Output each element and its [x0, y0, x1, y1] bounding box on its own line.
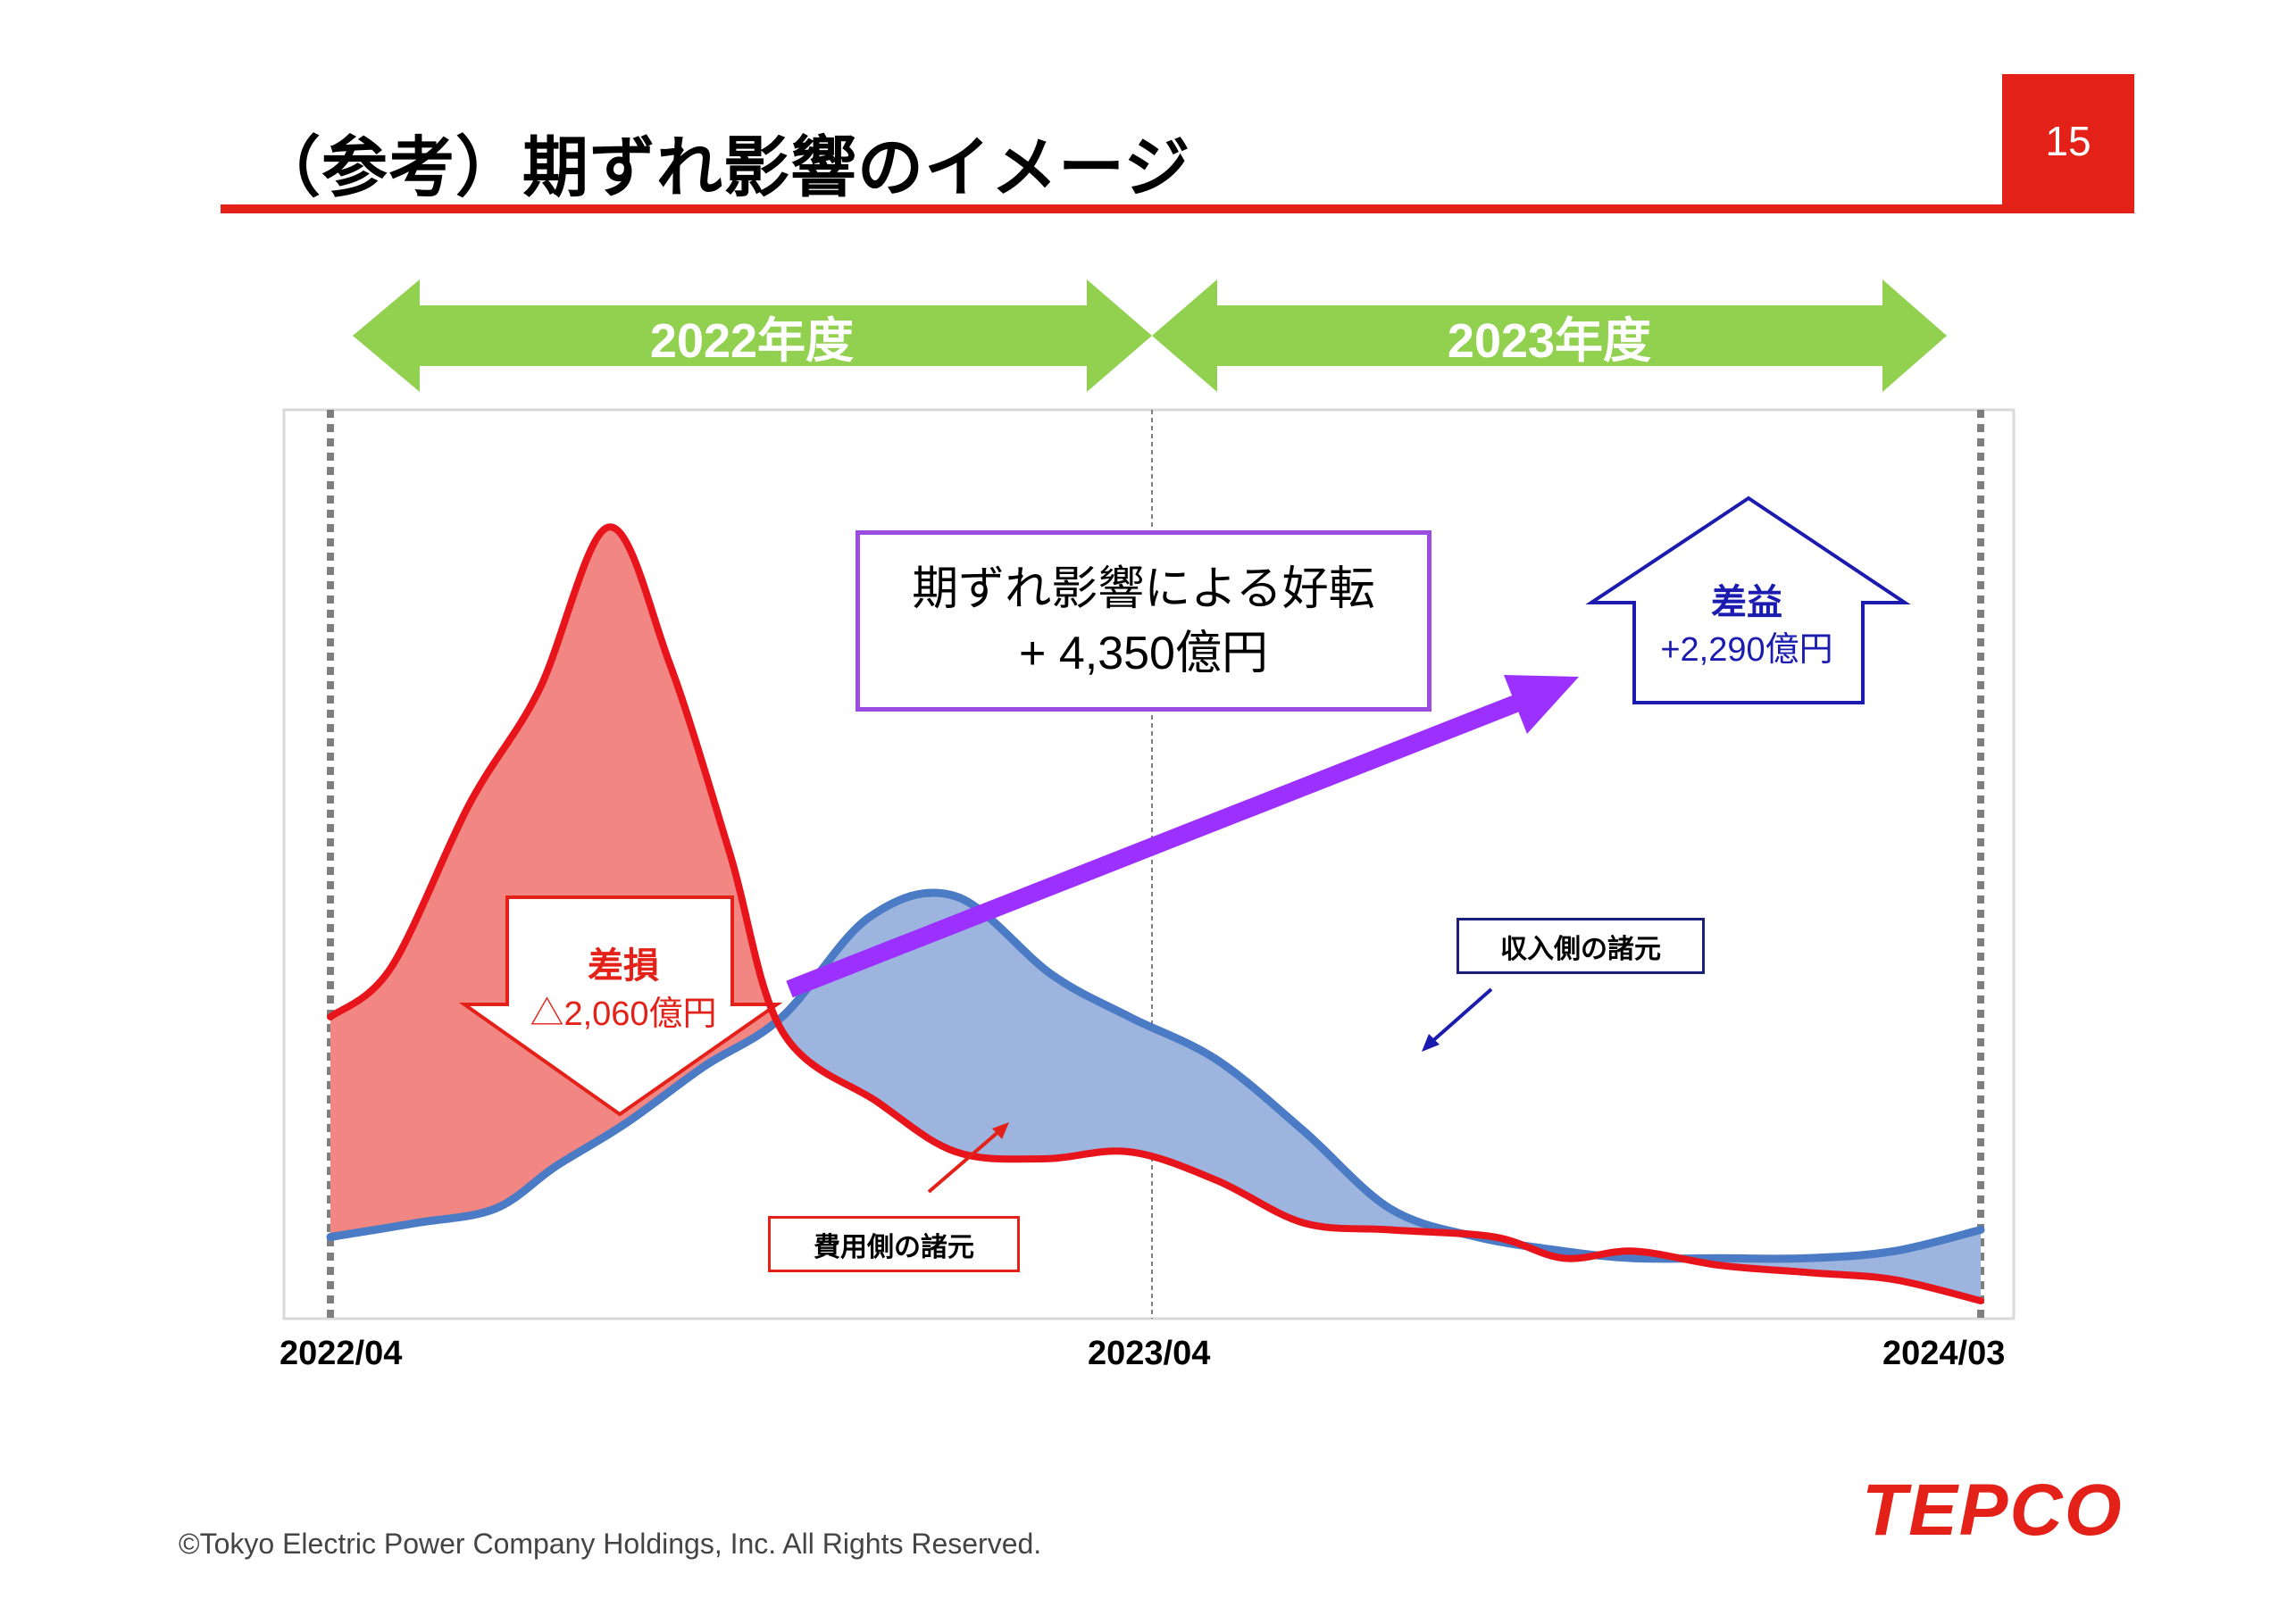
x-tick-label-mid: 2023/04 [1088, 1335, 1211, 1372]
effect-callout: 期ずれ影響による好転 + 4,350億円 [856, 530, 1431, 712]
plot-frame [282, 408, 2016, 1320]
revenue-pointer-head [1422, 1034, 1440, 1052]
period-arrow-2022 [353, 279, 1152, 392]
x-tick-label-end: 2024/03 [1882, 1335, 2006, 1372]
loss-label: 差損 [588, 945, 659, 987]
revenue-series-label: 収入側の諸元 [1457, 918, 1705, 974]
period-label-2022: 2022年度 [650, 314, 854, 368]
cost-curve [327, 523, 1984, 1304]
period-label-2023: 2023年度 [1448, 314, 1651, 368]
loss-value: △2,060億円 [530, 995, 716, 1033]
period-arrow-2023 [1152, 279, 1947, 392]
gain-up-arrow [1585, 496, 1911, 704]
title-underline [221, 204, 2134, 213]
cost-pointer-head [992, 1122, 1009, 1139]
loss-down-arrow [458, 895, 783, 1117]
tepco-logo: TEPCO [1862, 1470, 2124, 1551]
effect-arrow [786, 694, 1522, 998]
copyright-notice: ©Tokyo Electric Power Company Holdings, … [179, 1528, 1042, 1560]
cost-series-label: 費用側の諸元 [768, 1216, 1020, 1272]
cost-pointer-arrow [927, 1128, 1002, 1194]
effect-title: 期ずれ影響による好転 [912, 562, 1375, 616]
gain-label: 差益 [1711, 582, 1782, 623]
x-tick-label-start: 2022/04 [280, 1335, 403, 1372]
revenue-pointer-arrow [1429, 987, 1493, 1045]
page-title: （参考）期ずれ影響のイメージ [255, 129, 1191, 206]
effect-value: + 4,350億円 [1019, 627, 1268, 679]
page-number: 15 [2002, 74, 2134, 208]
gain-value: +2,290億円 [1660, 631, 1832, 669]
effect-arrow-head [1504, 675, 1579, 734]
